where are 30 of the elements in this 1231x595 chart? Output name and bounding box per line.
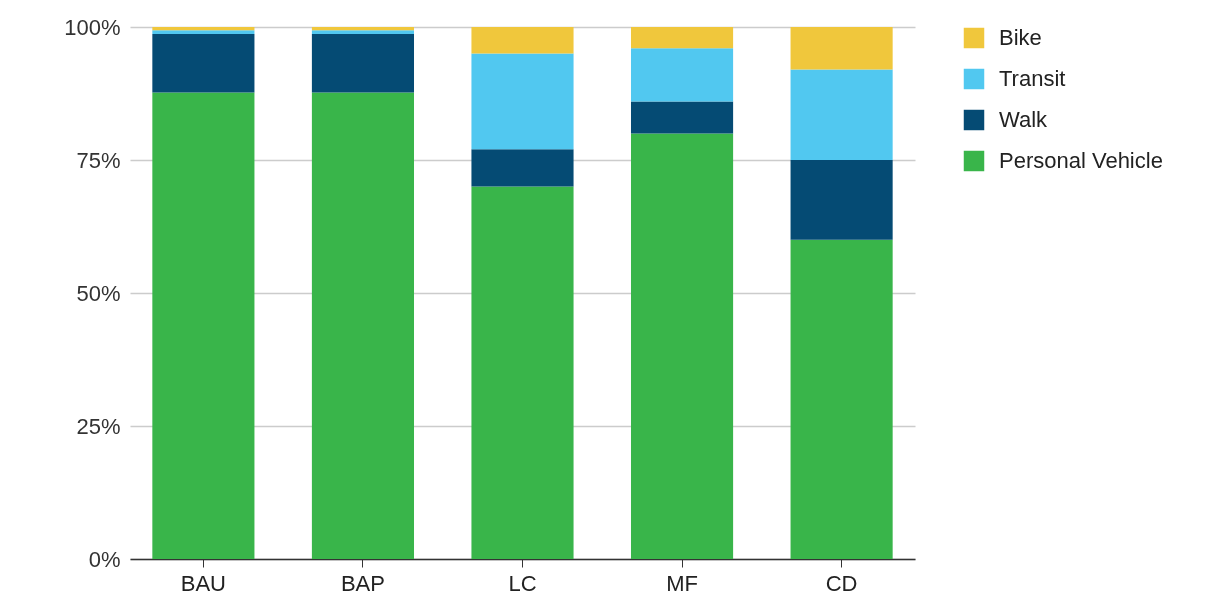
bar xyxy=(152,92,255,559)
bar xyxy=(790,69,893,160)
legend-label: Personal Vehicle xyxy=(999,148,1163,173)
bar xyxy=(311,92,414,559)
bar xyxy=(471,53,574,150)
legend-label: Walk xyxy=(999,107,1049,132)
x-tick-label: CD xyxy=(825,570,858,595)
legend-label: Bike xyxy=(999,25,1042,50)
x-tick-label: MF xyxy=(666,570,698,595)
bar xyxy=(311,33,414,93)
bar xyxy=(631,27,734,49)
x-tick-label: LC xyxy=(508,570,537,595)
bar xyxy=(631,48,734,102)
bar xyxy=(631,133,734,559)
bar xyxy=(790,27,893,70)
bar xyxy=(152,33,255,93)
legend-label: Transit xyxy=(999,66,1066,91)
bar xyxy=(471,186,574,559)
y-tick-label: 75% xyxy=(76,147,121,173)
bar xyxy=(471,149,574,187)
x-tick-label: BAU xyxy=(180,570,227,595)
y-tick-label: 0% xyxy=(88,546,121,572)
bar xyxy=(790,239,893,559)
y-tick-label: 100% xyxy=(64,14,121,40)
y-tick-label: 25% xyxy=(76,413,121,439)
y-tick-label: 50% xyxy=(76,280,121,306)
bar xyxy=(471,27,574,54)
bar xyxy=(790,160,893,240)
x-tick-label: BAP xyxy=(340,570,385,595)
bar xyxy=(631,101,734,134)
